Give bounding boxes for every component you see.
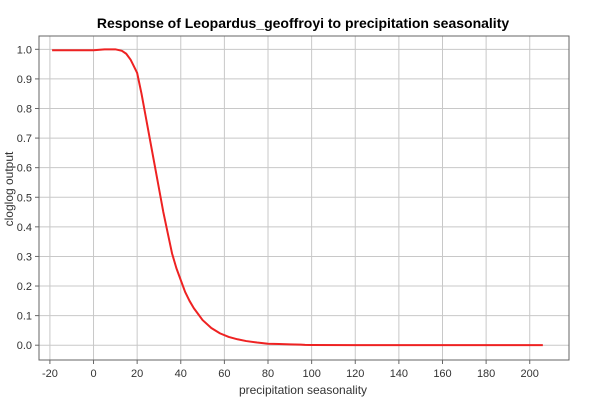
- y-tick-label: 0.9: [17, 74, 32, 86]
- y-tick-label: 0.4: [17, 222, 32, 234]
- axis-ticks: -20 0 20 40 60 80 100 120 140 160 180 200 0.0 0.1 0.2 0…: [17, 44, 539, 380]
- y-tick-label: 1.0: [17, 44, 32, 56]
- x-tick-label: 140: [390, 368, 408, 380]
- y-tick-label: 0.3: [17, 251, 32, 263]
- series: [52, 48, 543, 347]
- y-tick-label: 0.8: [17, 103, 32, 115]
- x-tick-label: 160: [433, 368, 451, 380]
- x-tick-label: 20: [131, 368, 143, 380]
- x-tick-label: 60: [218, 368, 230, 380]
- chart-title: Response of Leopardus_geoffroyi to preci…: [97, 15, 510, 31]
- x-tick-label: 100: [302, 368, 320, 380]
- x-axis-label: precipitation seasonality: [239, 383, 367, 397]
- y-tick-label: 0.2: [17, 281, 32, 293]
- x-tick-label: 80: [262, 368, 274, 380]
- response-curve: [52, 48, 543, 347]
- x-tick-label: -20: [42, 368, 58, 380]
- x-tick-label: 120: [346, 368, 364, 380]
- x-tick-label: 0: [90, 368, 96, 380]
- y-tick-label: 0.7: [17, 133, 32, 145]
- y-axis-label: cloglog output: [2, 151, 16, 226]
- grid: [39, 36, 569, 360]
- x-tick-label: 180: [477, 368, 495, 380]
- y-tick-label: 0.0: [17, 340, 32, 352]
- x-tick-label: 200: [521, 368, 539, 380]
- y-tick-label: 0.6: [17, 163, 32, 175]
- y-tick-label: 0.5: [17, 192, 32, 204]
- plot-area: [38, 35, 570, 361]
- y-tick-label: 0.1: [17, 311, 32, 323]
- x-tick-label: 40: [175, 368, 187, 380]
